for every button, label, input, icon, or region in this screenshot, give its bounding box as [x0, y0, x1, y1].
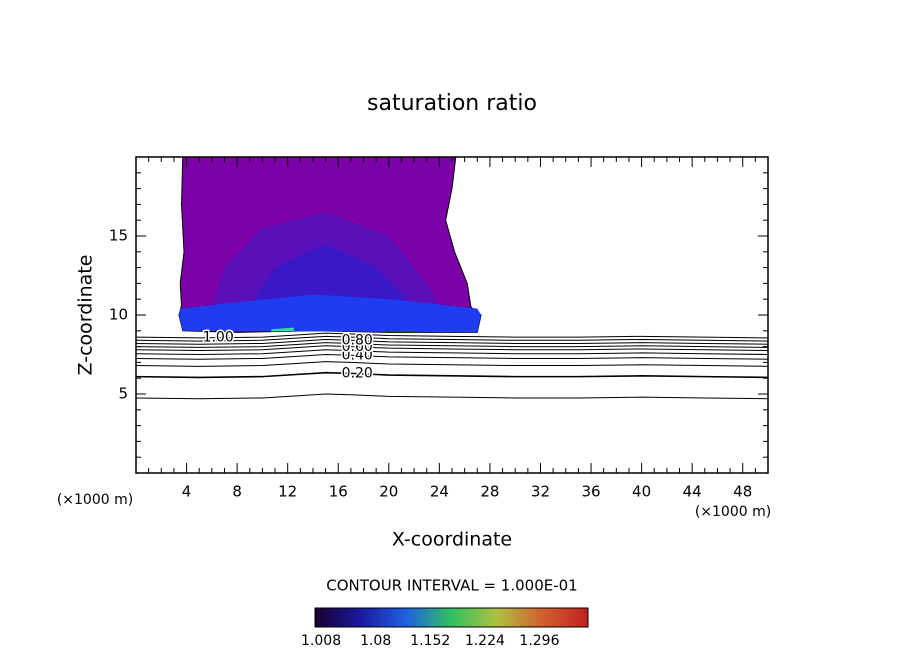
contour-line [136, 342, 768, 348]
x-unit-label: (×1000 m) [57, 492, 133, 508]
y-tick-label: 5 [118, 385, 128, 403]
x-tick-label: 36 [581, 483, 600, 501]
contour-label: 0.60 [342, 339, 373, 355]
x-axis-label: X-coordinate [392, 529, 512, 551]
contour-interval: CONTOUR INTERVAL = 1.000E-01 [326, 577, 577, 595]
x-tick-label: 40 [632, 483, 651, 501]
contour-label: 0.40 [342, 348, 373, 364]
y-tick-label: 15 [109, 227, 128, 245]
x-tick-label: 4 [182, 483, 192, 501]
contour-line [136, 345, 768, 352]
contour-line [136, 361, 768, 367]
colorbar-label: 1.224 [465, 633, 505, 649]
contour-line [136, 349, 768, 356]
contour-line [136, 335, 768, 342]
contour-line [136, 332, 768, 339]
colorbar-label: 1.008 [301, 633, 341, 649]
plot-area [136, 157, 768, 400]
contour-line [136, 393, 768, 400]
x-tick-label: 20 [379, 483, 398, 501]
x-tick-label: 32 [531, 483, 550, 501]
x-tick-label: 48 [733, 483, 752, 501]
contour-label: 0.80 [342, 333, 373, 349]
x-unit-label: (×1000 m) [695, 504, 771, 520]
x-tick-label: 44 [683, 483, 702, 501]
colorbar-label: 1.08 [360, 633, 391, 649]
x-tick-label: 12 [278, 483, 297, 501]
contour-line [136, 371, 768, 379]
y-tick-label: 10 [109, 306, 128, 324]
contour-line [136, 353, 768, 360]
chart-title: saturation ratio [367, 91, 537, 116]
contour-label: 1.00 [203, 330, 234, 346]
colorbar-label: 1.152 [410, 633, 450, 649]
colorbar-label: 1.296 [519, 633, 559, 649]
y-axis-label: Z-coordinate [75, 255, 97, 376]
contour-label: 0.20 [342, 366, 373, 382]
filled-region [178, 294, 482, 333]
colorbar [314, 607, 589, 628]
filled-region [249, 243, 415, 308]
x-tick-label: 16 [329, 483, 348, 501]
contour-line [136, 338, 768, 345]
x-tick-label: 24 [430, 483, 449, 501]
x-tick-label: 28 [480, 483, 499, 501]
filled-region [271, 327, 294, 332]
x-tick-label: 8 [232, 483, 242, 501]
